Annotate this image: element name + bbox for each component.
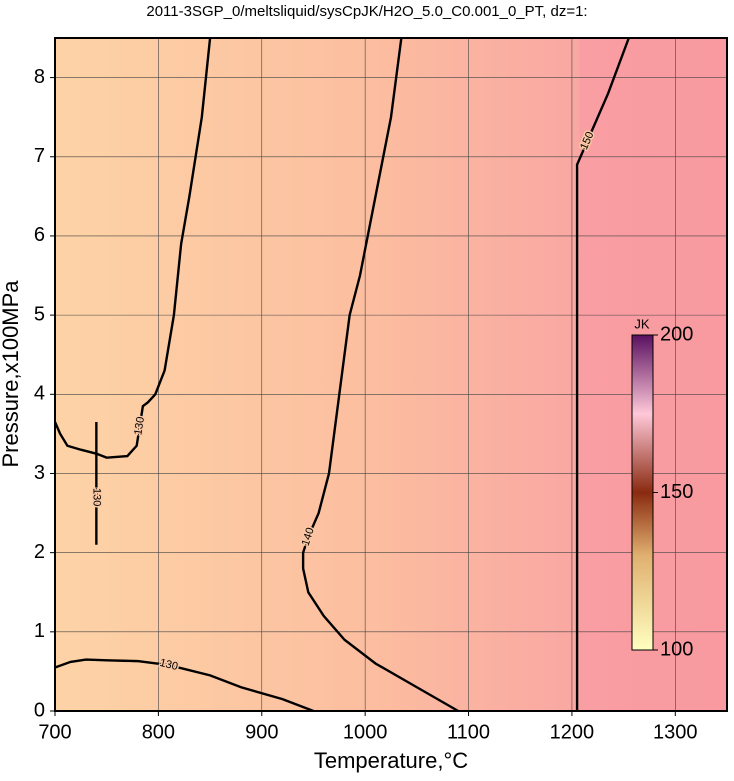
colorbar-tick-label: 200 bbox=[660, 323, 693, 345]
y-tick-label: 0 bbox=[34, 699, 45, 721]
colorbar-tick-label: 150 bbox=[660, 481, 693, 503]
y-axis-label: Pressure,x100MPa bbox=[0, 280, 23, 468]
x-tick-label: 900 bbox=[245, 721, 278, 743]
x-tick-label: 1200 bbox=[550, 721, 595, 743]
y-tick-label: 1 bbox=[34, 620, 45, 642]
contour-line bbox=[575, 37, 630, 711]
x-tick-label: 1100 bbox=[447, 721, 490, 743]
plot-background bbox=[55, 38, 727, 711]
x-axis-label: Temperature,°C bbox=[314, 748, 468, 773]
colorbar-tick-label: 100 bbox=[660, 638, 693, 660]
x-tick-label: 1000 bbox=[343, 721, 388, 743]
y-tick-label: 4 bbox=[34, 383, 45, 405]
colorbar bbox=[631, 334, 654, 651]
contour-label: 130 bbox=[90, 488, 102, 506]
y-tick-label: 8 bbox=[34, 66, 45, 88]
chart-title: 2011-3SGP_0/meltsliquid/sysCpJK/H2O_5.0_… bbox=[146, 3, 587, 20]
contour-line bbox=[53, 37, 212, 459]
contour-line bbox=[301, 37, 459, 713]
x-tick-label: 1300 bbox=[653, 721, 698, 743]
y-tick-label: 6 bbox=[34, 224, 45, 246]
contour-line bbox=[54, 658, 314, 713]
y-tick-label: 3 bbox=[34, 462, 45, 484]
contour-label: 130 bbox=[132, 416, 147, 436]
y-tick-label: 5 bbox=[34, 303, 45, 325]
y-tick-label: 2 bbox=[34, 541, 45, 563]
colorbar-label: JK bbox=[634, 316, 650, 331]
plot-frame bbox=[54, 37, 728, 712]
grid bbox=[54, 38, 727, 712]
x-tick-label: 700 bbox=[38, 721, 71, 743]
y-tick-label: 7 bbox=[34, 145, 45, 167]
x-tick-label: 800 bbox=[142, 721, 175, 743]
